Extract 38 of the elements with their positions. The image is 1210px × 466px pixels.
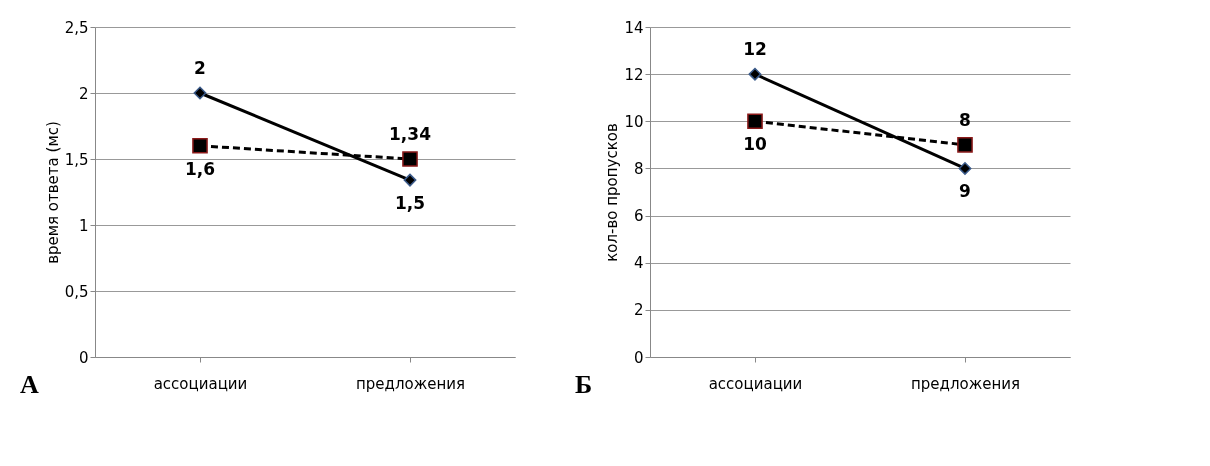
point <box>958 161 972 175</box>
y-axis-title: время ответа (мс) <box>43 121 62 264</box>
annotation: 8 <box>959 109 971 130</box>
point <box>747 113 763 130</box>
y-tick-label: 12 <box>624 65 644 84</box>
x-tick-label: предложения <box>355 374 466 393</box>
text: Б <box>575 370 593 399</box>
point <box>957 137 973 153</box>
point <box>402 151 418 167</box>
y-tick-label: 0 <box>78 348 89 367</box>
annotation: 10 <box>743 134 767 155</box>
point <box>748 67 762 81</box>
y-tick-label: 0,5 <box>64 282 89 301</box>
annotation: 9 <box>959 181 971 202</box>
annotation: 12 <box>743 39 767 60</box>
annotation: 1,6 <box>184 158 216 179</box>
annotation: 2 <box>194 58 206 78</box>
annotation: 1,5 <box>394 193 426 214</box>
y-tick-label: 8 <box>633 159 644 178</box>
y-tick-label: 2 <box>78 84 89 103</box>
point <box>192 137 208 154</box>
y-tick-label: 14 <box>624 18 644 37</box>
y-tick-label: 6 <box>633 207 644 226</box>
y-tick-label: 4 <box>633 254 644 273</box>
x-tick-label: ассоциации <box>708 374 803 393</box>
text: А <box>20 370 39 399</box>
x-tick-label: предложения <box>910 374 1021 393</box>
y-tick-label: 2 <box>633 301 644 320</box>
point <box>403 173 417 187</box>
y-tick-label: 10 <box>624 112 644 131</box>
annotation: 1,34 <box>389 124 432 144</box>
y-tick-label: 0 <box>633 348 644 367</box>
x-tick-label: ассоциации <box>153 374 248 393</box>
y-tick-label: 1 <box>78 216 89 235</box>
y-axis-title: кол-во пропусков <box>603 123 622 262</box>
y-tick-label: 2,5 <box>64 18 89 37</box>
y-tick-label: 1,5 <box>64 150 89 169</box>
point <box>193 86 207 100</box>
